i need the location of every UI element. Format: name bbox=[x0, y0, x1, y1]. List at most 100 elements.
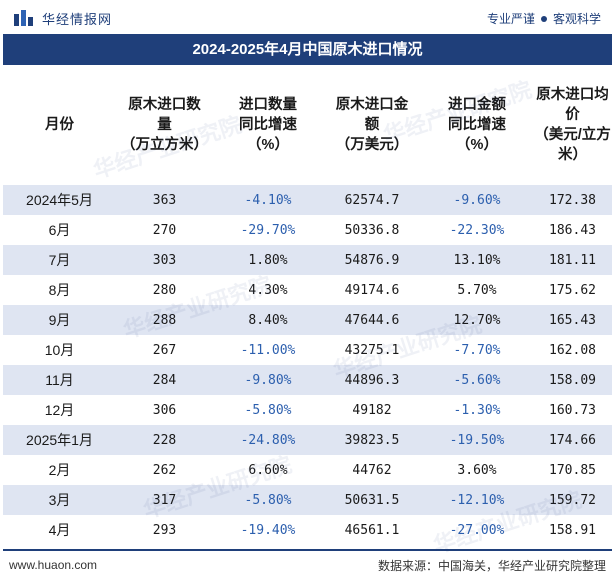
cell-month: 2月 bbox=[48, 462, 71, 478]
cell-price: 162.08 bbox=[549, 342, 596, 358]
cell-amt: 44762 bbox=[352, 462, 392, 478]
header-line: 月份 bbox=[45, 117, 74, 133]
header-line: 米） bbox=[558, 147, 587, 163]
cell-amt: 54876.9 bbox=[344, 252, 400, 268]
cell-month: 3月 bbox=[48, 492, 71, 508]
cell-qty: 303 bbox=[152, 252, 177, 268]
cell-amt-yoy: -5.60% bbox=[453, 372, 501, 388]
cell-price: 175.62 bbox=[549, 282, 596, 298]
cell-price: 159.72 bbox=[549, 492, 596, 508]
cell-qty-yoy: -24.80% bbox=[240, 432, 296, 448]
header-line: 同比增速 bbox=[448, 117, 506, 133]
slogan-left: 专业严谨 bbox=[486, 12, 535, 26]
cell-qty-yoy: -19.40% bbox=[240, 522, 296, 538]
cell-qty-yoy: -9.80% bbox=[244, 372, 292, 388]
table-row: 2024年5月 363 -4.10% 62574.7 -9.60% 172.38 bbox=[3, 185, 612, 215]
table-row: 3月 317 -5.80% 50631.5 -12.10% 159.72 bbox=[3, 485, 612, 515]
logo-icon bbox=[14, 10, 36, 26]
cell-qty: 270 bbox=[152, 222, 177, 238]
header-line: 价 bbox=[565, 107, 580, 123]
cell-qty-yoy: -5.80% bbox=[244, 402, 292, 418]
header-price: 原木进口均价 （美元/立方 米） bbox=[533, 65, 612, 185]
header-line: （美元/立方 bbox=[534, 127, 611, 143]
brand-logo[interactable]: 华经情报网 bbox=[14, 9, 112, 27]
logo-text: 华经情报网 bbox=[42, 11, 113, 27]
cell-amt-yoy: 12.70% bbox=[453, 312, 501, 328]
cell-price: 172.38 bbox=[549, 192, 596, 208]
cell-qty: 280 bbox=[152, 282, 177, 298]
table-row: 4月 293 -19.40% 46561.1 -27.00% 158.91 bbox=[3, 515, 612, 545]
cell-price: 165.43 bbox=[549, 312, 596, 328]
table-row: 9月 288 8.40% 47644.6 12.70% 165.43 bbox=[3, 305, 612, 335]
table-header: 月份 原木进口数量 （万立方米） 进口数量同比增速 （%） 原木进口金额 （万美元） 进口金额… bbox=[3, 65, 612, 185]
cell-month: 12月 bbox=[44, 402, 75, 418]
cell-amt: 47644.6 bbox=[344, 312, 400, 328]
cell-amt-yoy: -19.50% bbox=[449, 432, 505, 448]
cell-amt: 39823.5 bbox=[344, 432, 400, 448]
cell-price: 181.11 bbox=[549, 252, 596, 268]
cell-qty: 288 bbox=[152, 312, 177, 328]
cell-amt: 43275.1 bbox=[344, 342, 400, 358]
table-row: 10月 267 -11.00% 43275.1 -7.70% 162.08 bbox=[3, 335, 612, 365]
cell-amt: 50631.5 bbox=[344, 492, 400, 508]
cell-month: 8月 bbox=[48, 282, 71, 298]
cell-qty-yoy: 8.40% bbox=[248, 312, 288, 328]
header-line: （万美元） bbox=[335, 137, 409, 153]
header-line: （万立方米） bbox=[121, 137, 208, 153]
cell-qty-yoy: -29.70% bbox=[240, 222, 296, 238]
cell-month: 2025年1月 bbox=[26, 432, 93, 448]
cell-amt-yoy: -1.30% bbox=[453, 402, 501, 418]
cell-month: 7月 bbox=[48, 252, 71, 268]
cell-qty-yoy: 6.60% bbox=[248, 462, 288, 478]
cell-price: 160.73 bbox=[549, 402, 596, 418]
footer: www.huaon.com 数据来源：中国海关，华经产业研究院整理 bbox=[3, 549, 612, 579]
cell-amt-yoy: -12.10% bbox=[449, 492, 505, 508]
table-row: 6月 270 -29.70% 50336.8 -22.30% 186.43 bbox=[3, 215, 612, 245]
cell-month: 9月 bbox=[48, 312, 71, 328]
header-line: （%） bbox=[247, 137, 289, 153]
cell-amt-yoy: -7.70% bbox=[453, 342, 501, 358]
cell-qty: 284 bbox=[152, 372, 177, 388]
cell-qty: 293 bbox=[152, 522, 177, 538]
cell-price: 158.91 bbox=[549, 522, 596, 538]
bullet-dot-icon bbox=[540, 15, 547, 22]
footer-url[interactable]: www.huaon.com bbox=[9, 558, 98, 572]
cell-amt: 49182 bbox=[352, 402, 392, 418]
header-amt: 原木进口金额 （万美元） bbox=[323, 65, 421, 185]
data-source: 数据来源：中国海关，华经产业研究院整理 bbox=[377, 558, 606, 573]
table-row: 11月 284 -9.80% 44896.3 -5.60% 158.09 bbox=[3, 365, 612, 395]
cell-qty: 317 bbox=[152, 492, 177, 508]
cell-qty-yoy: -4.10% bbox=[244, 192, 292, 208]
table-body: 2024年5月 363 -4.10% 62574.7 -9.60% 172.38 6月 270… bbox=[3, 185, 612, 545]
table-row: 12月 306 -5.80% 49182 -1.30% 160.73 bbox=[3, 395, 612, 425]
cell-amt-yoy: 13.10% bbox=[453, 252, 501, 268]
cell-price: 174.66 bbox=[549, 432, 596, 448]
cell-amt-yoy: 5.70% bbox=[457, 282, 497, 298]
header-qty-yoy: 进口数量同比增速 （%） bbox=[213, 65, 323, 185]
header-line: （%） bbox=[456, 137, 498, 153]
cell-amt-yoy: -22.30% bbox=[449, 222, 505, 238]
cell-qty-yoy: 4.30% bbox=[248, 282, 288, 298]
cell-month: 2024年5月 bbox=[26, 192, 93, 208]
cell-amt-yoy: -9.60% bbox=[453, 192, 501, 208]
table-row: 8月 280 4.30% 49174.6 5.70% 175.62 bbox=[3, 275, 612, 305]
cell-amt-yoy: -27.00% bbox=[449, 522, 505, 538]
cell-qty-yoy: -11.00% bbox=[240, 342, 296, 358]
header-qty: 原木进口数量 （万立方米） bbox=[116, 65, 213, 185]
header-line: 进口数量 bbox=[239, 97, 297, 113]
table-row: 7月 303 1.80% 54876.9 13.10% 181.11 bbox=[3, 245, 612, 275]
header-line: 额 bbox=[364, 117, 380, 133]
header-line: 原木进口金 bbox=[335, 97, 409, 113]
cell-qty: 306 bbox=[152, 402, 177, 418]
slogan: 专业严谨 客观科学 bbox=[487, 10, 601, 27]
table-row: 2025年1月 228 -24.80% 39823.5 -19.50% 174.66 bbox=[3, 425, 612, 455]
header-line: 进口金额 bbox=[448, 97, 506, 113]
table-title: 2024-2025年4月中国原木进口情况 bbox=[3, 34, 612, 65]
cell-amt: 44896.3 bbox=[344, 372, 400, 388]
header-amt-yoy: 进口金额同比增速 （%） bbox=[421, 65, 533, 185]
header-line: 同比增速 bbox=[239, 117, 297, 133]
cell-price: 170.85 bbox=[549, 462, 596, 478]
cell-amt: 50336.8 bbox=[344, 222, 400, 238]
cell-month: 6月 bbox=[48, 222, 71, 238]
cell-month: 10月 bbox=[44, 342, 75, 358]
